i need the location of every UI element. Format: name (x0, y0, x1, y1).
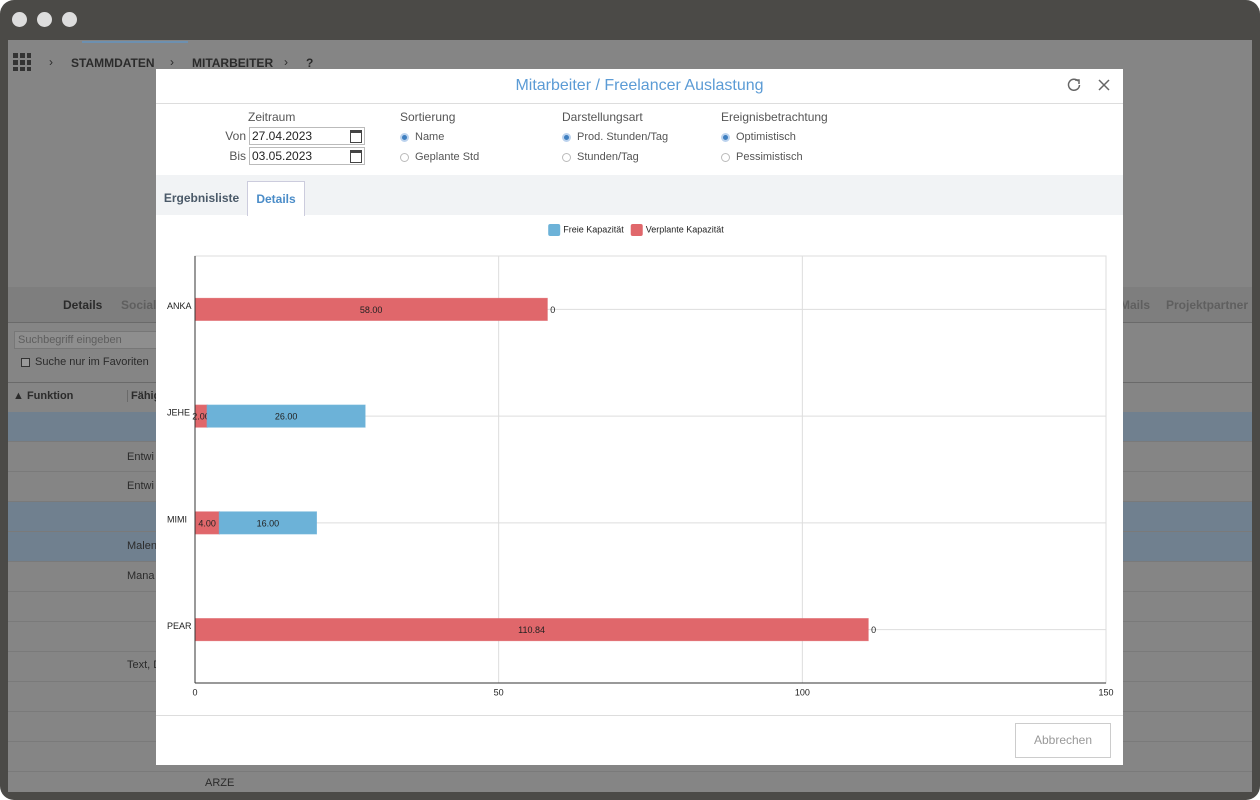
table-cell: Malen (127, 540, 157, 552)
filter-label: Darstellungsart (562, 110, 643, 124)
plot-area (194, 255, 1107, 684)
x-tick-label: 50 (494, 687, 504, 697)
app-tab[interactable]: Details (63, 298, 103, 312)
x-tick-label: 150 (1098, 687, 1113, 697)
legend-label: Verplante Kapazität (646, 224, 725, 234)
header-underline (82, 41, 188, 43)
app-tab[interactable]: Mails (1120, 298, 1151, 312)
table-cell: Entwi (127, 480, 154, 492)
x-tick-label: 100 (795, 687, 810, 697)
legend-swatch (548, 224, 561, 236)
y-tick-label: ANKA (167, 301, 192, 311)
breadcrumb-separator: › (170, 55, 174, 69)
radio-label: Prod. Stunden/Tag (577, 131, 669, 143)
radio-button[interactable] (562, 133, 571, 142)
radio-label: Pessimistisch (736, 151, 803, 163)
dialog-header (156, 69, 1123, 104)
data-label: 110.84 (518, 625, 545, 635)
radio-button[interactable] (721, 133, 730, 142)
data-label: 16.00 (257, 518, 280, 528)
app-tab[interactable]: Social (121, 298, 157, 312)
date-input[interactable]: 27.04.2023 (249, 127, 365, 145)
dialog-title: Mitarbeiter / Freelancer Auslastung (515, 77, 764, 94)
dialog: Mitarbeiter / Freelancer Auslastung Abbr… (156, 69, 1123, 765)
table-cell: Entwi (127, 451, 154, 463)
chart: 0 50 100 150 ANKA 58.00 0 JEHE 2.00 26.00 MIMI 4.00… (167, 224, 1114, 697)
tab-bar (156, 175, 1123, 215)
data-label: 4.00 (198, 518, 216, 528)
footer-cell: ARZE (205, 777, 235, 789)
apps-icon[interactable] (13, 53, 31, 71)
radio-button[interactable] (721, 153, 730, 162)
filter-label: Sortierung (400, 110, 456, 124)
calendar-icon[interactable] (350, 150, 362, 163)
breadcrumb-separator: › (49, 55, 53, 69)
y-tick-label: JEHE (167, 408, 190, 418)
radio-button[interactable] (400, 133, 409, 142)
radio-label: Name (415, 131, 445, 143)
checkbox[interactable] (21, 358, 30, 367)
bar (218, 511, 317, 535)
radio-label: Optimistisch (736, 131, 796, 143)
bar (206, 404, 366, 428)
data-label: 0 (550, 305, 555, 315)
table-cell: Text, D (127, 659, 162, 671)
legend-swatch (630, 224, 643, 236)
refresh-button[interactable] (1066, 77, 1082, 93)
breadcrumb-item[interactable]: MITARBEITER (192, 56, 274, 70)
table-cell: Mana (127, 570, 155, 582)
window-dot[interactable] (37, 12, 52, 27)
dialog-tab[interactable]: Details (247, 181, 305, 216)
footer-divider (156, 715, 1123, 716)
date-label: Bis (229, 149, 246, 163)
search-input[interactable]: Suchbegriff eingeben (14, 331, 165, 349)
radio-button[interactable] (400, 153, 409, 162)
filter-label: Zeitraum (248, 110, 296, 124)
filter-label: Ereignisbetrachtung (721, 110, 828, 124)
radio-label: Geplante Std (415, 151, 480, 163)
app-tab[interactable]: Projektpartner (1166, 298, 1249, 312)
window-dot[interactable] (62, 12, 77, 27)
breadcrumb-separator: › (284, 55, 288, 69)
calendar-icon[interactable] (350, 130, 362, 143)
checkbox-label: Suche nur im Favoriten (35, 356, 149, 368)
date-input[interactable]: 03.05.2023 (249, 147, 365, 165)
dialog-tab[interactable]: Ergebnisliste (163, 191, 240, 205)
cancel-button[interactable]: Abbrechen (1015, 723, 1111, 758)
y-tick-label: MIMI (167, 514, 187, 524)
breadcrumb-item[interactable]: STAMMDATEN (71, 56, 155, 70)
data-label: 2.00 (192, 412, 210, 422)
data-label: 26.00 (275, 412, 298, 422)
legend-label: Freie Kapazität (563, 224, 624, 234)
date-label: Von (225, 129, 246, 143)
radio-button[interactable] (562, 153, 571, 162)
radio-label: Stunden/Tag (577, 151, 639, 163)
column-title[interactable]: ▲ Funktion (13, 390, 74, 402)
y-tick-label: PEAR (167, 621, 192, 631)
data-label: 0 (871, 625, 876, 635)
close-button[interactable] (1098, 79, 1110, 91)
data-label: 58.00 (360, 305, 383, 315)
x-tick-label: 0 (192, 687, 197, 697)
breadcrumb-item[interactable]: ? (306, 56, 314, 70)
window-dot[interactable] (12, 12, 27, 27)
